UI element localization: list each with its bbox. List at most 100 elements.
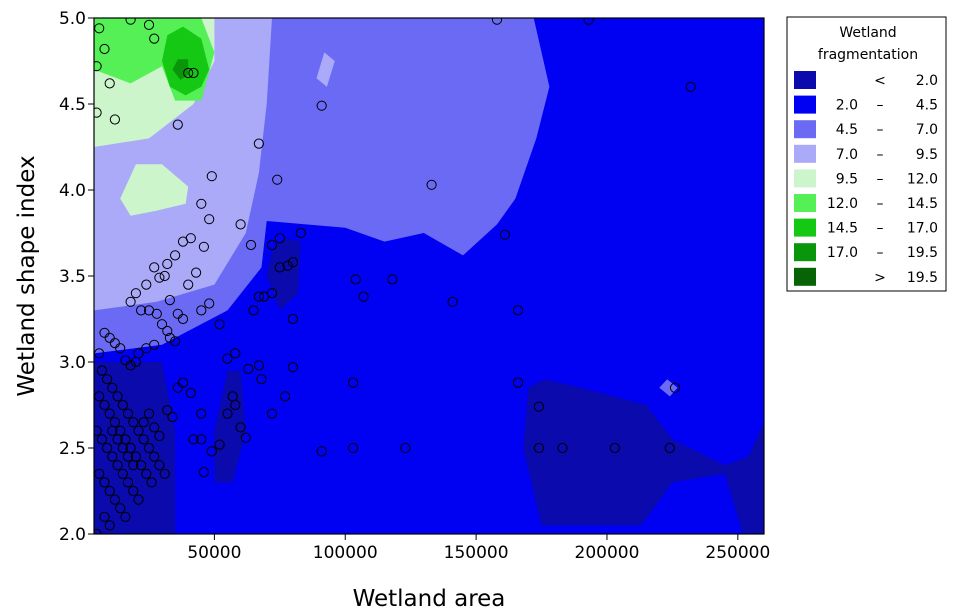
data-point xyxy=(669,382,681,393)
data-point xyxy=(109,338,121,349)
legend-sep: – xyxy=(877,98,884,114)
legend-low: 12.0 xyxy=(827,196,858,212)
data-point xyxy=(112,391,123,402)
data-point xyxy=(133,425,144,436)
data-point xyxy=(533,401,545,412)
data-point xyxy=(248,305,259,316)
x-axis-title: Wetland area xyxy=(353,586,506,612)
data-point xyxy=(206,446,217,457)
contour-region-2 xyxy=(266,238,301,311)
scatter-points xyxy=(94,18,696,534)
data-point xyxy=(256,374,267,385)
data-point xyxy=(685,81,696,92)
data-point xyxy=(99,327,110,338)
contour-region-1 xyxy=(214,370,246,483)
data-point xyxy=(266,408,278,419)
data-point xyxy=(172,308,183,319)
data-point xyxy=(143,442,155,454)
legend-low: 17.0 xyxy=(827,245,858,261)
y-axis-ticks: 2.0 2.5 3.0 3.5 4.0 4.5 5.0 xyxy=(59,9,94,545)
data-point xyxy=(141,468,152,479)
data-point xyxy=(243,363,254,374)
data-point xyxy=(104,520,115,531)
data-point xyxy=(146,477,157,488)
data-point xyxy=(172,382,183,393)
y-tick-label: 5.0 xyxy=(59,9,86,29)
y-tick-label: 4.5 xyxy=(59,95,86,115)
y-axis-title: Wetland shape index xyxy=(14,155,40,396)
x-tick-label: 150000 xyxy=(444,543,509,563)
data-point xyxy=(188,434,199,445)
data-point xyxy=(104,485,115,497)
data-point xyxy=(512,305,524,316)
data-point xyxy=(230,348,241,359)
data-point xyxy=(149,33,160,44)
legend-low: 7.0 xyxy=(836,147,858,163)
data-point xyxy=(583,18,594,25)
legend-high: 2.0 xyxy=(916,73,938,89)
legend-sep: – xyxy=(877,171,884,187)
data-point xyxy=(426,179,437,190)
data-point xyxy=(533,442,545,454)
legend-swatch xyxy=(794,218,816,237)
data-point xyxy=(99,399,110,411)
data-point xyxy=(491,18,503,25)
data-point xyxy=(99,43,110,55)
data-point xyxy=(112,434,123,445)
data-point xyxy=(185,387,196,399)
data-point xyxy=(170,336,181,347)
data-point xyxy=(196,434,207,445)
legend-high: 17.0 xyxy=(907,221,938,237)
data-point xyxy=(130,356,141,368)
data-point xyxy=(499,229,510,240)
data-point xyxy=(206,171,217,182)
data-point xyxy=(230,399,241,411)
data-point xyxy=(151,308,162,319)
data-point xyxy=(125,296,136,307)
legend-swatch xyxy=(794,169,816,188)
legend-swatch xyxy=(794,194,816,212)
data-point xyxy=(266,239,278,251)
data-point xyxy=(109,494,121,505)
legend-title-line-1: Wetland xyxy=(839,25,896,41)
data-point xyxy=(125,18,136,25)
data-point xyxy=(122,408,134,419)
data-point xyxy=(138,417,149,428)
legend-sep: – xyxy=(877,221,884,237)
data-point xyxy=(204,298,215,309)
data-point xyxy=(162,325,173,337)
data-point xyxy=(557,442,568,454)
data-point xyxy=(235,219,246,230)
data-point xyxy=(149,451,160,462)
data-point xyxy=(96,434,108,445)
data-point xyxy=(102,374,113,385)
data-point xyxy=(107,382,118,393)
data-point xyxy=(94,107,102,118)
data-point xyxy=(287,313,298,325)
legend-sep: < xyxy=(874,73,886,89)
data-point xyxy=(358,291,369,302)
data-point xyxy=(266,288,278,299)
data-point xyxy=(198,241,209,252)
data-point xyxy=(664,442,675,454)
y-tick-label: 2.0 xyxy=(59,525,86,545)
legend-swatch xyxy=(794,95,816,114)
data-point xyxy=(400,442,411,454)
data-point xyxy=(159,468,170,479)
data-point xyxy=(102,442,113,454)
data-point xyxy=(274,262,285,273)
data-point xyxy=(196,198,207,209)
data-point xyxy=(164,332,175,343)
data-point xyxy=(149,422,160,433)
data-point xyxy=(128,460,139,471)
legend-high: 7.0 xyxy=(916,122,938,138)
legend-swatch xyxy=(794,71,816,89)
data-point xyxy=(272,174,283,185)
legend-swatch xyxy=(794,120,816,139)
data-point xyxy=(128,417,139,428)
data-point xyxy=(183,279,194,290)
legend-high: 12.0 xyxy=(907,171,938,187)
data-point xyxy=(198,467,209,478)
data-point xyxy=(99,511,110,522)
legend-sep: – xyxy=(877,147,884,163)
